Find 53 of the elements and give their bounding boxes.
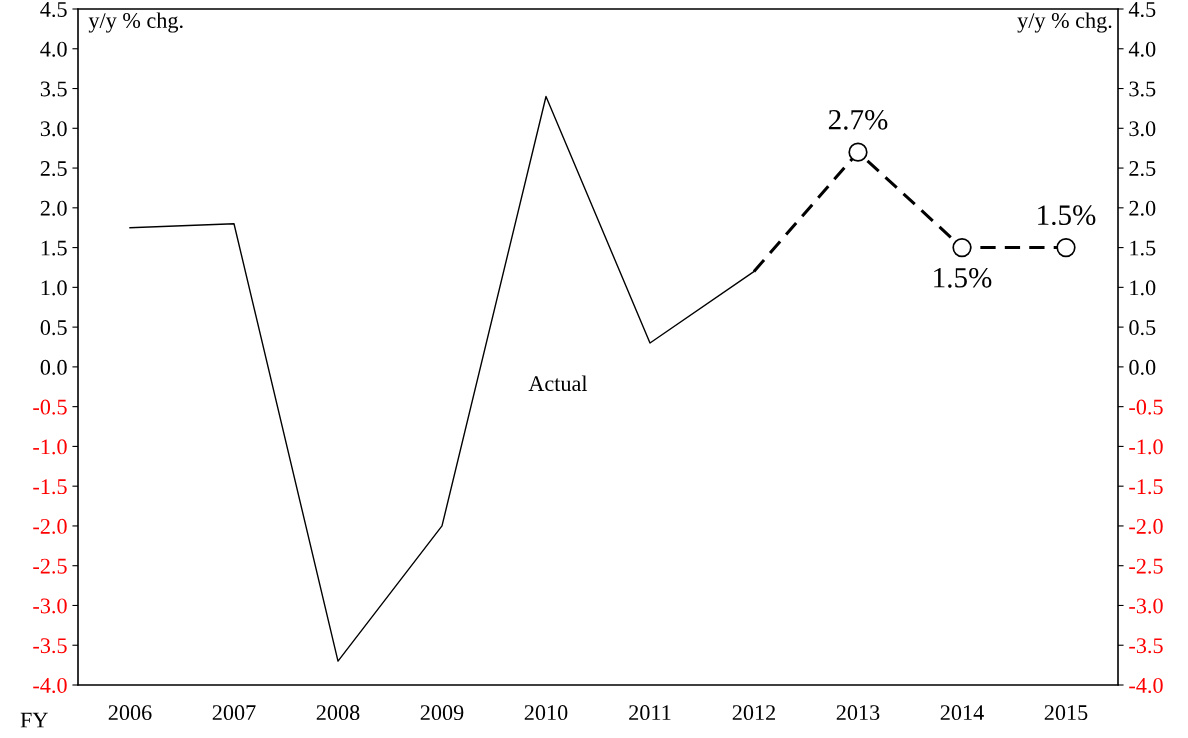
x-axis-title: FY: [20, 712, 48, 728]
y2-tick-label: -1.5: [1129, 479, 1163, 495]
y-tick-label: 3.5: [40, 81, 67, 97]
data-label: 2.7%: [828, 109, 888, 130]
y-tick-label: -1.5: [33, 479, 67, 495]
y2-tick-label: 0.0: [1129, 359, 1156, 375]
x-tick-label: 2007: [212, 705, 256, 721]
x-tick-label: 2015: [1044, 705, 1088, 721]
y-tick-label: -2.0: [33, 518, 67, 534]
y2-tick-label: 0.5: [1129, 320, 1156, 336]
y2-tick-label: 1.0: [1130, 280, 1156, 296]
annotation: Actual: [528, 375, 588, 392]
x-tick-label: 2008: [316, 705, 360, 721]
y2-tick-label: -2.5: [1129, 558, 1163, 574]
x-tick-label: 2010: [524, 705, 568, 721]
y-tick-label: 1.0: [41, 280, 67, 296]
y2-tick-label: -1.0: [1129, 439, 1163, 455]
y-tick-label: 0.5: [40, 320, 67, 336]
y2-tick-label: 2.0: [1129, 200, 1156, 216]
y-tick-label: 2.5: [40, 161, 67, 177]
x-tick-label: 2011: [629, 705, 671, 721]
y-tick-label: -3.5: [33, 638, 67, 654]
y2-tick-label: -2.0: [1129, 518, 1163, 534]
y2-tick-label: -4.0: [1129, 677, 1163, 694]
y2-tick-label: 4.0: [1128, 41, 1156, 57]
y2-axis-title: y/y % chg.: [1017, 12, 1112, 33]
y2-tick-label: 2.5: [1129, 161, 1156, 177]
y2-tick-label: 3.5: [1129, 81, 1156, 97]
y-tick-label: -2.5: [33, 558, 67, 574]
x-tick-label: 2009: [420, 705, 464, 721]
data-label: 1.5%: [934, 267, 992, 288]
x-tick-label: 2006: [108, 705, 152, 721]
y-tick-label: -3.0: [33, 598, 67, 614]
x-tick-label: 2014: [940, 705, 984, 721]
y2-tick-label: 1.5: [1130, 240, 1156, 256]
y2-tick-label: 3.0: [1129, 121, 1156, 137]
y-tick-label: 4.0: [40, 41, 67, 57]
y-tick-label: -1.0: [33, 439, 67, 455]
y-tick-label: -4.0: [33, 677, 67, 694]
y-tick-label: 0.0: [40, 359, 67, 375]
data-label: 1.5%: [1038, 205, 1096, 226]
y2-tick-label: -3.0: [1129, 598, 1163, 614]
y-tick-label: -0.5: [33, 399, 67, 415]
y-tick-label: 2.0: [40, 200, 67, 216]
y-tick-label: 3.0: [40, 121, 67, 137]
x-tick-label: 2013: [836, 705, 880, 721]
y2-tick-label: 4.5: [1128, 2, 1156, 18]
y-axis-title: y/y % chg.: [88, 12, 183, 33]
y2-tick-label: -0.5: [1129, 399, 1163, 415]
y-tick-label: 4.5: [40, 2, 67, 18]
y2-tick-label: -3.5: [1129, 638, 1163, 654]
x-tick-label: 2012: [732, 705, 775, 721]
y-tick-label: 1.5: [41, 240, 67, 256]
